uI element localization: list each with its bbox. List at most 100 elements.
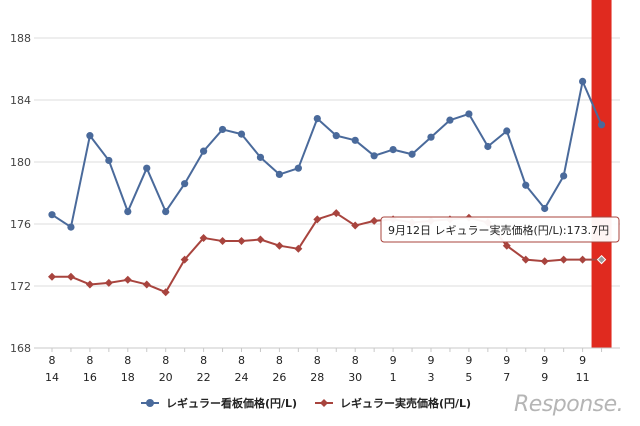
x-tick-month: 8 <box>238 354 245 367</box>
data-point <box>559 255 568 264</box>
legend-marker <box>146 399 154 407</box>
data-point <box>578 255 587 264</box>
data-point <box>143 164 151 172</box>
data-point <box>142 280 151 289</box>
x-tick-month: 9 <box>503 354 510 367</box>
data-point <box>597 121 606 129</box>
data-point <box>275 170 283 178</box>
data-point <box>199 233 208 242</box>
tooltip-box <box>380 216 620 243</box>
x-tick-month: 9 <box>465 354 472 367</box>
legend-label: レギュラー実売価格(円/L) <box>340 396 471 410</box>
x-tick-month: 9 <box>390 354 397 367</box>
y-tick-label: 188 <box>10 32 31 45</box>
x-tick-month: 9 <box>579 354 586 367</box>
data-point <box>465 110 473 118</box>
x-tick-month: 8 <box>124 354 131 367</box>
data-point <box>540 257 549 266</box>
tooltip-text: 9月12日 レギュラー実売価格(円/L):173.7円 <box>388 223 609 237</box>
data-point <box>351 221 360 230</box>
data-point <box>237 237 246 246</box>
data-point <box>161 288 170 297</box>
highlight-bar <box>591 0 612 348</box>
data-point <box>67 223 75 231</box>
x-tick-day: 22 <box>197 371 211 384</box>
x-tick-day: 26 <box>272 371 286 384</box>
legend-marker <box>320 399 328 407</box>
tooltip: 9月12日 レギュラー実売価格(円/L):173.7円 <box>380 216 620 243</box>
y-tick-label: 184 <box>10 94 31 107</box>
data-point <box>124 208 132 216</box>
y-tick-label: 180 <box>10 156 31 169</box>
x-tick-day: 5 <box>465 371 472 384</box>
data-point <box>370 152 378 160</box>
data-point <box>332 209 341 218</box>
x-tick-day: 14 <box>45 371 59 384</box>
data-point <box>484 142 492 151</box>
x-tick-month: 8 <box>162 354 169 367</box>
data-point <box>502 241 511 250</box>
data-point <box>313 215 322 224</box>
series-line <box>51 80 603 229</box>
y-tick-label: 172 <box>10 280 31 293</box>
x-tick-day: 1 <box>390 371 397 384</box>
data-point <box>446 116 454 124</box>
data-point <box>256 153 265 161</box>
x-tick-day: 11 <box>576 371 590 384</box>
data-point <box>85 280 94 289</box>
data-point <box>541 204 549 213</box>
data-point <box>522 181 530 189</box>
data-point <box>180 255 189 264</box>
series-lines <box>48 77 607 297</box>
y-axis-ticks: 168 172 176 180 184 188 <box>10 32 31 355</box>
data-point <box>104 278 113 287</box>
y-tick-label: 176 <box>10 218 31 231</box>
x-tick-month: 8 <box>314 354 321 367</box>
series-0 <box>48 77 606 231</box>
data-point <box>218 125 227 134</box>
data-point <box>579 77 587 85</box>
data-point <box>275 241 284 250</box>
y-tick-label: 168 <box>10 342 31 355</box>
x-tick-month: 8 <box>352 354 359 367</box>
x-tick-month: 8 <box>86 354 93 367</box>
x-tick-day: 30 <box>348 371 362 384</box>
data-point <box>389 146 397 154</box>
data-point <box>521 255 530 264</box>
x-tick-day: 28 <box>310 371 324 384</box>
data-point <box>105 156 113 165</box>
x-tick-month: 9 <box>428 354 435 367</box>
data-point <box>237 130 246 138</box>
data-point <box>294 164 302 172</box>
x-tick-day: 20 <box>159 371 173 384</box>
x-tick-month: 8 <box>200 354 207 367</box>
data-point <box>294 244 303 253</box>
data-point <box>560 172 568 180</box>
data-point <box>408 150 416 158</box>
data-point <box>370 216 379 225</box>
data-point <box>256 235 265 244</box>
legend-label: レギュラー看板価格(円/L) <box>166 396 297 410</box>
x-tick-month: 8 <box>49 354 56 367</box>
data-point <box>48 272 56 281</box>
data-point <box>48 211 56 219</box>
x-tick-day: 18 <box>121 371 135 384</box>
x-tick-day: 9 <box>541 371 548 384</box>
x-tick-month: 8 <box>276 354 283 367</box>
data-point <box>86 132 94 140</box>
data-point <box>503 127 511 135</box>
data-point <box>596 254 607 265</box>
data-point <box>200 147 208 155</box>
data-point <box>427 133 435 141</box>
x-tick-day: 7 <box>503 371 510 384</box>
legend: レギュラー看板価格(円/L) レギュラー実売価格(円/L) <box>141 396 471 410</box>
data-point <box>351 136 359 144</box>
x-axis: 8 14 8 16 8 18 8 20 8 22 8 24 8 26 8 28 8 30 9 1 9 3 9 5 9 7 9 9 9 11 <box>34 347 620 384</box>
data-point <box>162 208 170 216</box>
x-tick-day: 3 <box>428 371 435 384</box>
response-logo: Response. <box>514 392 624 417</box>
x-tick-day: 24 <box>235 371 249 384</box>
data-point <box>123 275 132 284</box>
data-point <box>313 115 321 123</box>
